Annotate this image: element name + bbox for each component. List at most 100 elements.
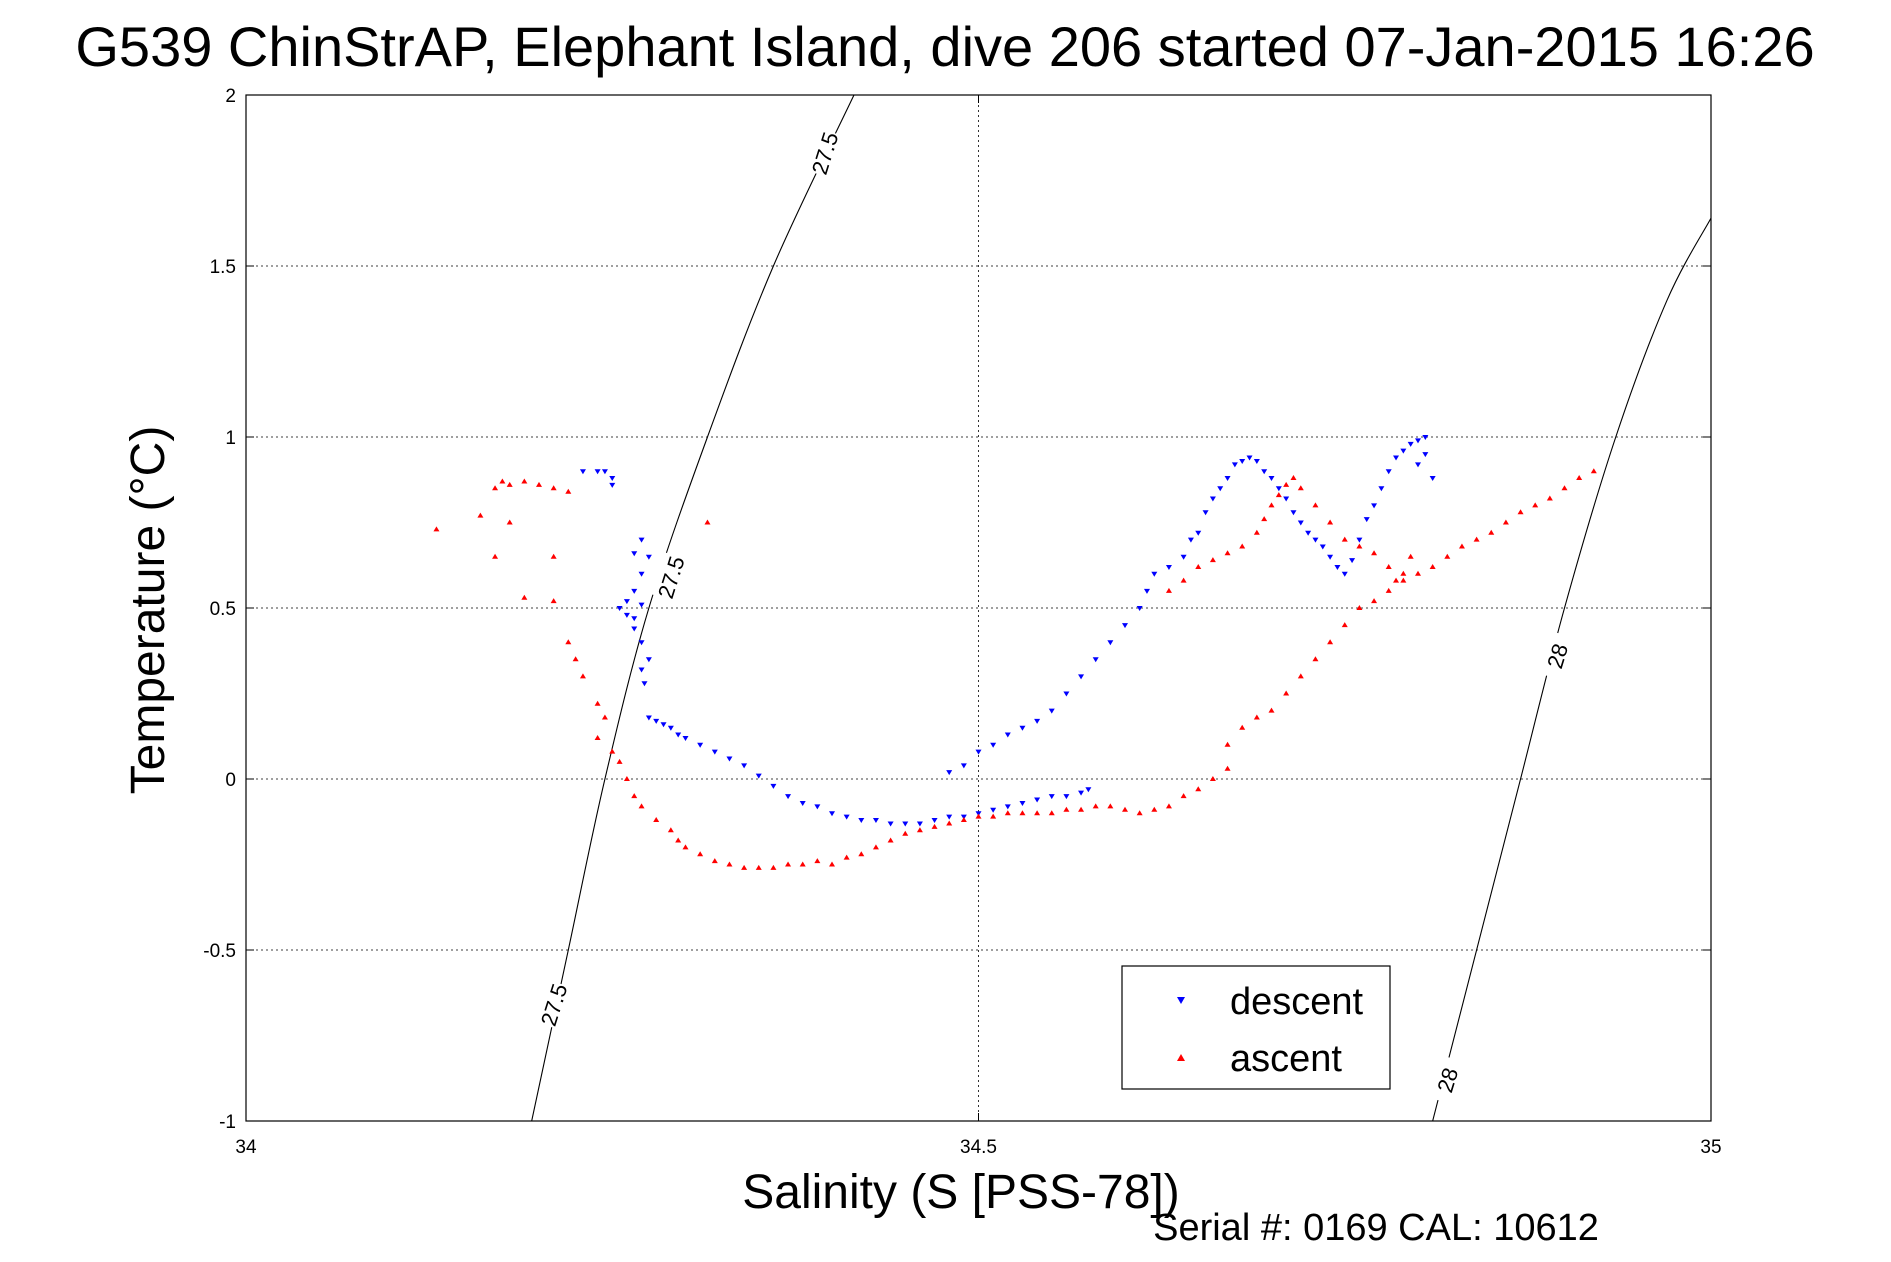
x-tick-label: 35 — [1700, 1137, 1721, 1158]
ascent-point — [704, 519, 711, 525]
descent-point — [1078, 674, 1085, 680]
descent-point — [667, 725, 674, 731]
descent-point — [1122, 623, 1128, 629]
descent-point — [990, 742, 997, 748]
descent-point — [1063, 794, 1070, 800]
ascent-point — [711, 858, 718, 864]
descent-point — [1356, 537, 1363, 543]
ascent-point — [1290, 475, 1297, 481]
ascent-point — [755, 864, 762, 870]
y-tick-label: -0.5 — [203, 941, 236, 962]
descent-point — [631, 551, 638, 557]
ascent-point — [1415, 570, 1421, 576]
legend-marker-descent — [1177, 997, 1185, 1004]
descent-point — [1400, 448, 1407, 454]
descent-point — [1268, 476, 1275, 482]
descent-point — [1239, 458, 1246, 464]
descent-point — [675, 732, 682, 738]
contour-label-bg — [651, 552, 690, 603]
ascent-point — [616, 758, 623, 764]
descent-point — [960, 763, 967, 769]
descent-point — [726, 756, 733, 762]
descent-point — [1275, 486, 1282, 492]
descent-point — [1349, 558, 1356, 564]
ascent-point — [785, 861, 792, 867]
descent-point — [638, 667, 645, 673]
descent-point — [579, 469, 586, 475]
ascent-point — [741, 864, 748, 870]
ascent-point — [1253, 714, 1260, 720]
y-tick-label: 0 — [225, 770, 236, 791]
ascent-point — [1034, 810, 1041, 816]
descent-point — [601, 469, 608, 475]
ascent-point — [1261, 516, 1268, 522]
ascent-point — [667, 827, 674, 833]
descent-point — [1165, 564, 1172, 570]
descent-point — [638, 602, 645, 608]
contour-label-bg — [534, 979, 573, 1030]
ascent-point — [1297, 485, 1304, 491]
ascent-point — [1371, 598, 1378, 604]
ascent-point — [550, 485, 557, 491]
ascent-point — [887, 837, 894, 843]
descent-point — [1341, 571, 1348, 577]
ascent-point — [499, 478, 506, 484]
descent-point — [1246, 455, 1253, 461]
ascent-point — [1122, 806, 1128, 812]
legend-label-ascent: ascent — [1230, 1038, 1342, 1080]
descent-point — [799, 800, 806, 806]
ascent-point — [1341, 622, 1348, 628]
chart-title: G539 ChinStrAP, Elephant Island, dive 20… — [75, 15, 1814, 78]
ascent-point — [1209, 776, 1216, 781]
ascent-point — [1283, 690, 1290, 696]
descent-point — [741, 763, 748, 769]
ascent-point — [726, 861, 733, 867]
descent-point — [1151, 571, 1158, 577]
descent-point — [1143, 588, 1150, 594]
descent-point — [1378, 486, 1385, 492]
serial-footer: Serial #: 0169 CAL: 10612 — [1153, 1207, 1599, 1249]
y-tick-label: 1.5 — [210, 257, 236, 278]
ascent-point — [521, 478, 528, 484]
ascent-point — [1400, 577, 1407, 583]
ascent-point — [1019, 810, 1026, 816]
ascent-point — [946, 820, 953, 826]
descent-point — [1004, 804, 1011, 810]
ascent-point — [1385, 563, 1392, 569]
ascent-point — [675, 837, 682, 843]
descent-point — [638, 571, 645, 577]
ascent-point — [1546, 495, 1553, 501]
descent-point — [946, 814, 953, 820]
descent-point — [902, 821, 909, 827]
descent-point — [1385, 469, 1392, 475]
y-tick-label: 2 — [225, 86, 236, 107]
ascent-point — [1275, 492, 1282, 498]
legend-box — [1121, 965, 1391, 1090]
descent-point — [1180, 554, 1187, 560]
descent-point — [1085, 787, 1092, 793]
descent-point — [1305, 530, 1312, 536]
descent-point — [609, 482, 616, 488]
ascent-point — [1488, 529, 1495, 535]
ascent-point — [1356, 543, 1363, 549]
descent-point — [829, 811, 835, 817]
x-tick-label: 34.5 — [960, 1137, 997, 1158]
descent-point — [1231, 462, 1238, 468]
descent-point — [645, 554, 652, 560]
contour-label-bg — [1428, 1055, 1467, 1105]
descent-point — [1078, 790, 1085, 796]
descent-point — [1327, 554, 1334, 560]
ascent-point — [1283, 481, 1290, 487]
ascent-point — [1312, 502, 1319, 508]
ascent-point — [1165, 803, 1172, 809]
ascent-point — [1356, 605, 1363, 610]
descent-point — [1312, 537, 1319, 543]
contour-line-28 — [1432, 217, 1712, 1122]
ascent-point — [1341, 536, 1348, 542]
ascent-point — [1136, 810, 1143, 816]
ascent-point — [1517, 509, 1524, 515]
ascent-point — [1458, 543, 1465, 549]
ascent-point — [1576, 475, 1583, 481]
ascent-point — [550, 553, 557, 559]
ascent-point — [1239, 543, 1246, 549]
